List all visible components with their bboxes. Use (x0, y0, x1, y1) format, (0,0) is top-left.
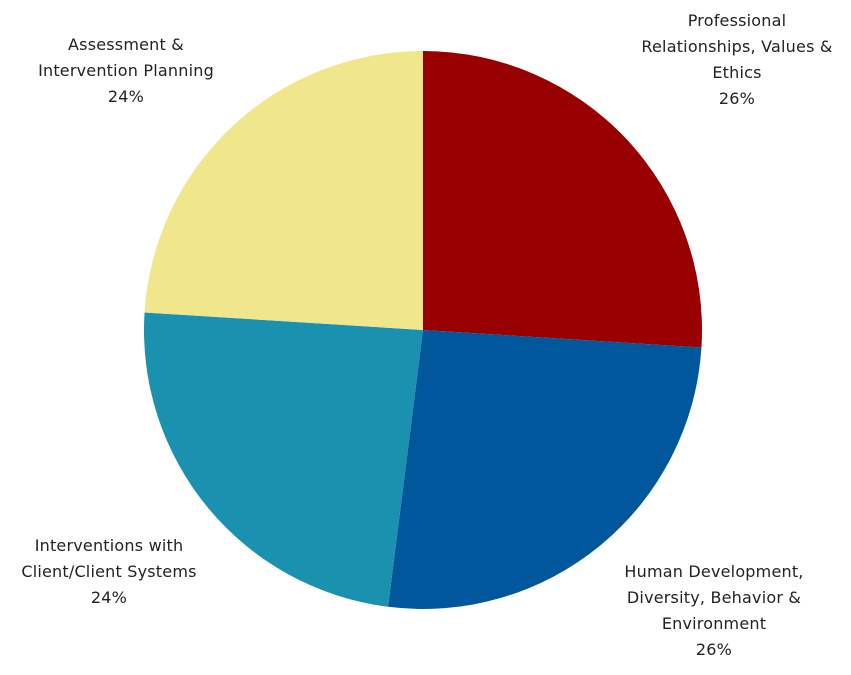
slice-value-label: 26% (696, 640, 732, 659)
pie-labels: Professional Relationships, Values & Ethic… (21, 11, 832, 659)
pie-slices (143, 51, 703, 610)
pie-slice-1 (423, 51, 703, 348)
slice-category-label-line: Human Development, (624, 562, 803, 581)
slice-value-label: 26% (719, 89, 755, 108)
slice-category-label-line: Professional (688, 11, 787, 30)
pie-slice-label-2: Human Development, Diversity, Behavior & E… (624, 562, 803, 659)
pie-slice-2 (388, 330, 702, 610)
slice-category-label-line: Client/Client Systems (21, 562, 196, 581)
pie-slice-3 (143, 312, 423, 607)
slice-value-label: 24% (91, 588, 127, 607)
slice-category-label-line: Assessment & (68, 35, 184, 54)
slice-category-label-line: Diversity, Behavior & (627, 588, 801, 607)
slice-category-label-line: Environment (662, 614, 766, 633)
slice-category-label-line: Relationships, Values & (641, 37, 832, 56)
pie-slice-label-3: Interventions with Client/Client Systems 2… (21, 536, 196, 607)
slice-category-label-line: Intervention Planning (38, 61, 214, 80)
pie-slice-label-1: Professional Relationships, Values & Ethic… (641, 11, 832, 108)
slice-category-label-line: Ethics (712, 63, 761, 82)
slice-value-label: 24% (108, 87, 144, 106)
pie-slice-4 (144, 51, 424, 330)
pie-slice-label-4: Assessment & Intervention Planning 24% (38, 35, 214, 106)
slice-category-label-line: Interventions with (35, 536, 184, 555)
